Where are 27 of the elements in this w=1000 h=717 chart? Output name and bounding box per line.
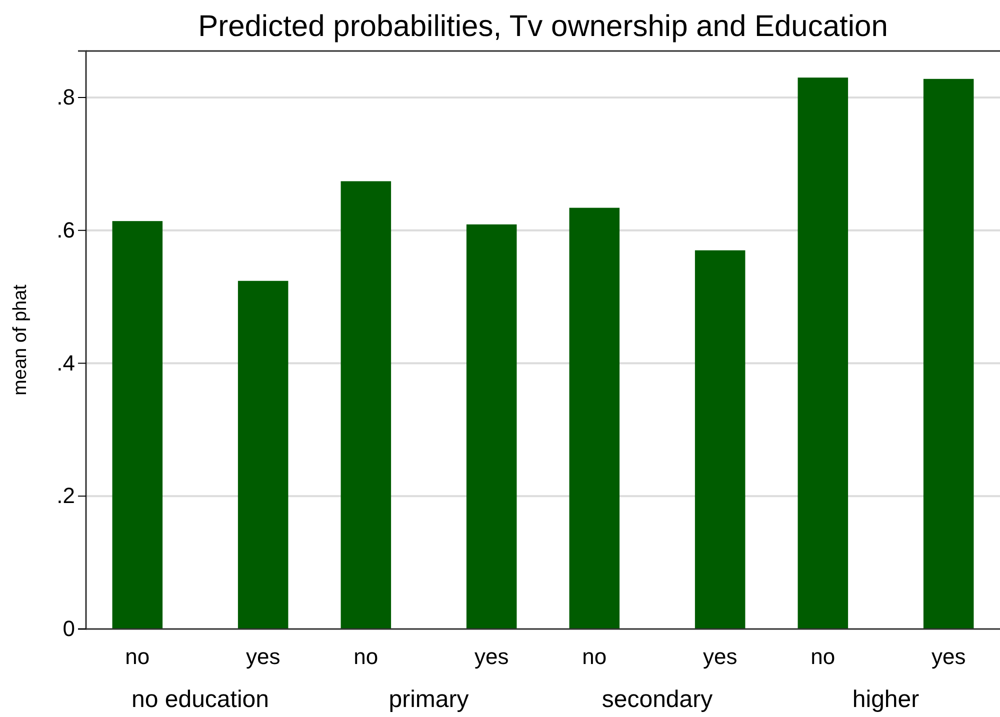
y-tick-label: .6 [56,217,75,242]
bar [466,224,517,629]
y-tick-label: .2 [56,483,75,508]
text: yes [702,644,738,669]
text: no [810,644,836,669]
bar [238,280,288,629]
y-tick-label: 0 [62,616,75,642]
y-tick-label: .4 [56,350,75,376]
x-tick-label: secondary [602,686,713,713]
bar [694,250,746,629]
bar [340,181,392,629]
y-tick-label: .8 [56,84,75,110]
bar [112,221,163,629]
bar [798,78,848,629]
chart-title: Predicted probabilities, Tv ownership and Education [198,10,888,43]
text: no [582,644,607,669]
x-tick-label: no education [132,686,269,713]
bar [923,78,974,629]
x-tick-label: primary [388,686,469,713]
series-label: no [125,644,150,669]
y-axis-title: mean of phat [10,284,31,396]
text: yes [474,644,509,669]
text: no [354,644,378,669]
text: yes [931,644,966,669]
series-label: yes [246,644,280,669]
bar [569,208,620,629]
x-tick-label: higher [852,686,920,713]
